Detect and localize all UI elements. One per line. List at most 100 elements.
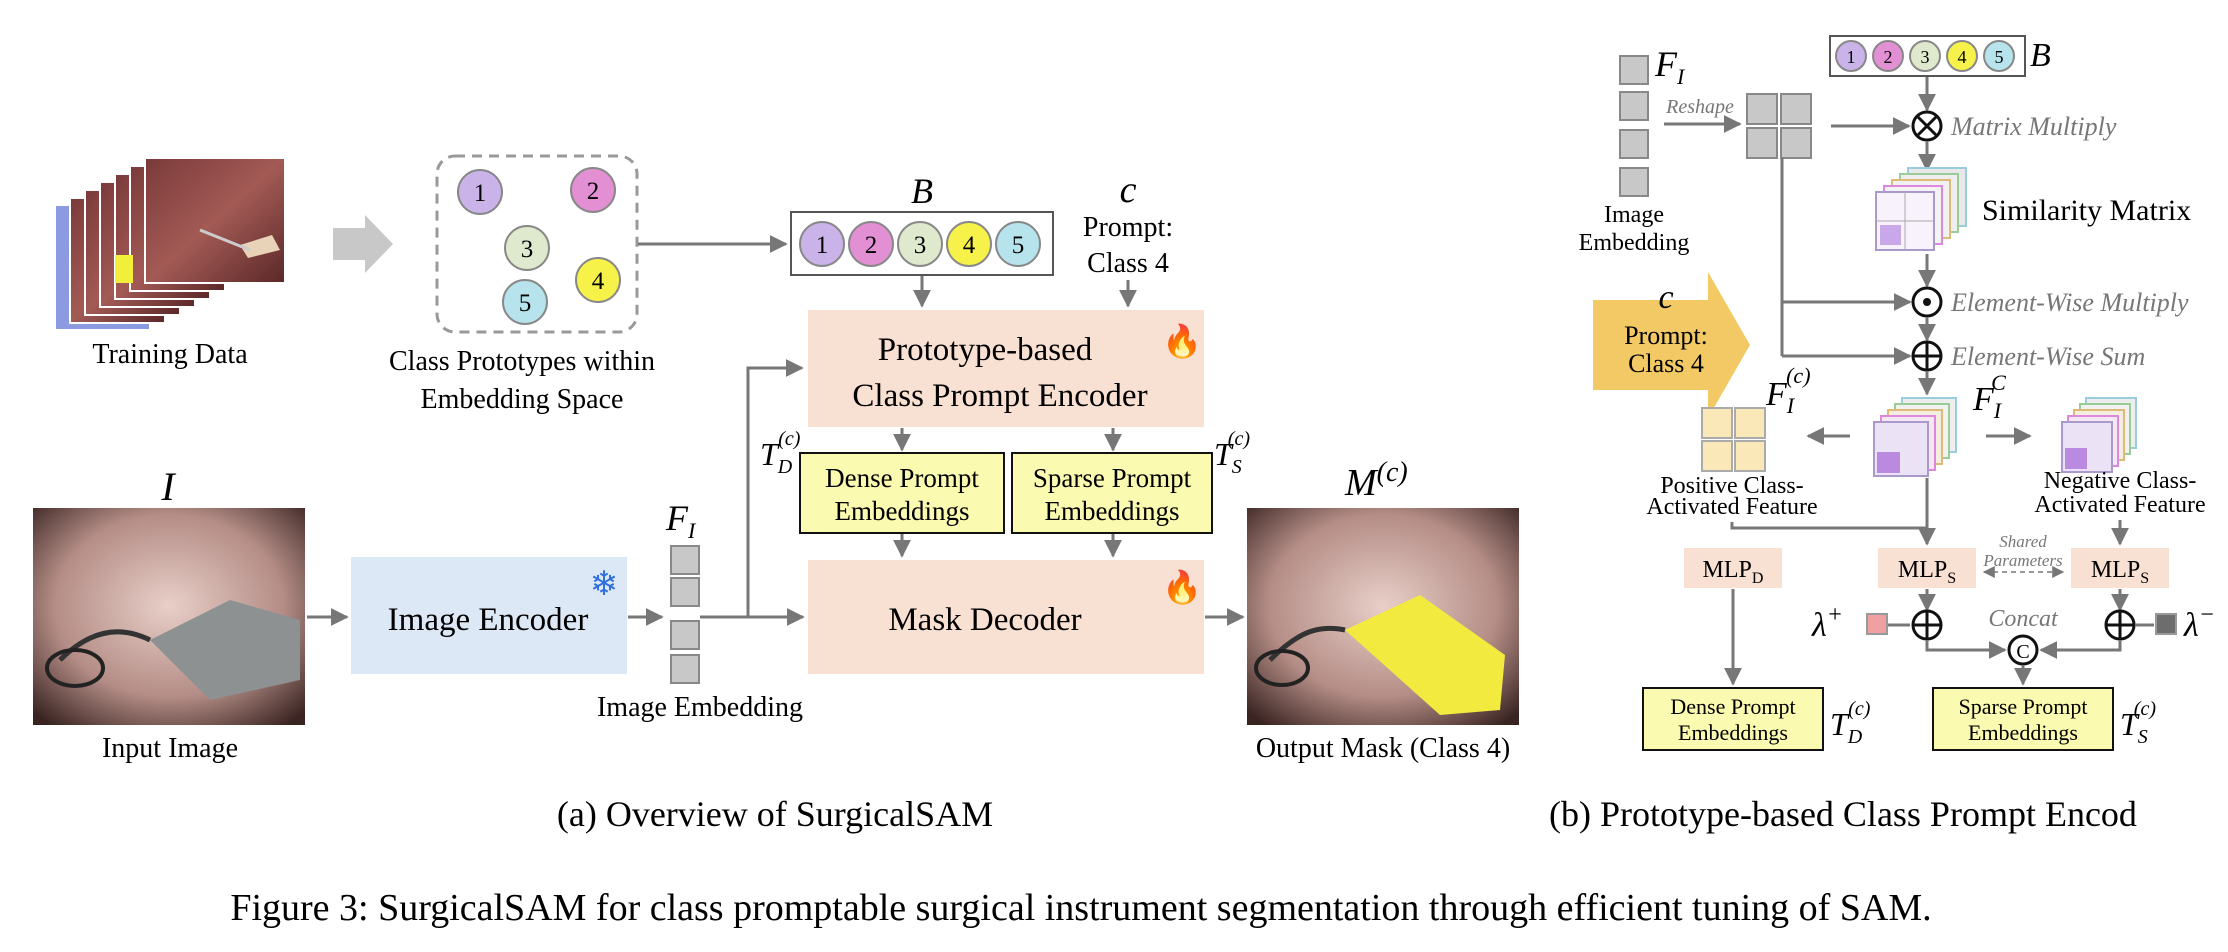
input-image — [33, 508, 305, 725]
prototypes-label-line1: Class Prototypes within — [389, 346, 655, 377]
sparse-b-line1: Sparse Prompt — [1959, 694, 2088, 719]
training-data-label: Training Data — [92, 339, 248, 370]
sparse-line1-a: Sparse Prompt — [1033, 463, 1192, 493]
positive-fi-sup: (c) — [1786, 363, 1810, 388]
fi-sub-b: I — [1676, 64, 1686, 89]
fire-icon-encoder: 🔥 — [1162, 323, 1202, 359]
ts-label-b: TS (c) — [2120, 698, 2156, 748]
negative-label-line1: Negative Class- — [2044, 468, 2197, 494]
td-sub-a: D — [777, 456, 793, 478]
mlp-s-center-text: MLP — [1898, 557, 1947, 583]
bank-5: 5 — [1012, 232, 1025, 259]
bank-b-3: 3 — [1921, 47, 1930, 67]
element-sum-label: Element-Wise Sum — [1950, 342, 2145, 371]
positive-feature-grid — [1701, 407, 1766, 472]
image-encoder-box — [351, 557, 627, 674]
fic-sup: C — [1991, 370, 2006, 395]
mlp-d-sub: D — [1752, 570, 1764, 587]
image-embedding-b-line1: Image — [1604, 202, 1664, 228]
prompt-encoder-line1: Prototype-based — [878, 332, 1093, 368]
caption-panel-a: (a) Overview of SurgicalSAM — [557, 794, 993, 834]
dense-line1-a: Dense Prompt — [825, 463, 979, 493]
mlp-s-center-label: MLPS — [1898, 557, 1956, 587]
bank-b-2: 2 — [1884, 47, 1893, 67]
bank-b-symbol: B — [911, 171, 933, 211]
lambda-plus-sup: + — [1827, 602, 1843, 628]
c-symbol: c — [1120, 169, 1137, 211]
td-symbol-b: T — [1830, 706, 1850, 742]
concat-op-icon: C — [2007, 634, 2039, 666]
mlp-s-box-center — [1878, 548, 1976, 588]
matrix-multiply-label: Matrix Multiply — [1950, 112, 2117, 141]
concat-label: Concat — [1988, 606, 2059, 632]
bank-b-5: 5 — [1995, 47, 2004, 67]
sparse-line2-a: Embeddings — [1045, 496, 1180, 526]
panel-a: Training Data 1 2 3 4 5 Class Prototypes… — [33, 154, 1519, 764]
fi-label-b: FI — [1654, 44, 1686, 89]
mlp-s-right-sub: S — [2140, 570, 2149, 587]
input-symbol: I — [160, 464, 176, 509]
positive-label-line2: Activated Feature — [1646, 494, 1817, 520]
lambda-plus-symbol: λ — [1811, 607, 1827, 644]
image-encoder-label: Image Encoder — [388, 602, 589, 638]
plus-op-right-icon — [2104, 609, 2136, 641]
arrow-plus-left-to-concat — [1925, 640, 2007, 659]
arrow-plus-right-to-concat — [2039, 640, 2122, 659]
element-multiply-label: Element-Wise Multiply — [1950, 288, 2189, 317]
mlp-d-label: MLPD — [1703, 557, 1764, 587]
ts-symbol-b: T — [2120, 706, 2140, 742]
fic-label: FIC — [1972, 370, 2006, 423]
positive-fi-sub: I — [1786, 393, 1796, 418]
prompt-encoder-box — [808, 310, 1204, 427]
input-image-label: Input Image — [102, 733, 238, 764]
bank-circles-b: 1 2 3 4 5 — [1835, 40, 2015, 72]
td-label-a: TD (c) — [760, 428, 801, 478]
bank-3: 3 — [914, 232, 927, 259]
bank-circles: 1 2 3 4 5 — [799, 221, 1041, 267]
fic-sub: I — [1993, 398, 2003, 423]
element-multiply-op-icon — [1911, 286, 1943, 318]
prompt-b-line1: Prompt: — [1624, 321, 1708, 350]
bank-1: 1 — [816, 232, 829, 259]
ts-sup-a: (c) — [1228, 428, 1251, 450]
fi-label-a: FI — [665, 498, 697, 543]
sparse-embeddings-box-b — [1932, 687, 2114, 751]
fi-sub-a: I — [687, 518, 697, 543]
lambda-minus-swatch — [2155, 613, 2177, 635]
negative-label-line2: Activated Feature — [2034, 492, 2205, 518]
plus-op-left-icon — [1911, 609, 1943, 641]
ts-label-a: TS (c) — [1214, 428, 1250, 478]
positive-fi-label: FI (c) — [1765, 363, 1811, 418]
lambda-minus-sup: − — [2199, 602, 2215, 628]
bank-b-4: 4 — [1958, 47, 1967, 67]
mask-decoder-label: Mask Decoder — [888, 602, 1081, 638]
image-embedding-stack-a — [670, 545, 700, 684]
prototype-space-box — [435, 154, 639, 334]
shared-line1: Shared — [1999, 532, 2047, 551]
mlp-s-box-right — [2071, 548, 2169, 588]
td-label-b: TD (c) — [1830, 698, 1871, 748]
td-sup-a: (c) — [778, 428, 801, 450]
prompt-line1: Prompt: — [1083, 212, 1173, 243]
mlp-d-text: MLP — [1703, 557, 1752, 583]
fi-symbol-a: F — [665, 498, 689, 538]
reshaped-grid — [1746, 93, 1812, 159]
gray-flow-arrow — [333, 215, 393, 273]
shared-line2: Parameters — [1982, 551, 2063, 570]
sparse-embeddings-box-a — [1011, 452, 1213, 534]
mask-symbol: M — [1344, 462, 1379, 504]
image-embedding-stack-b — [1619, 55, 1649, 197]
negative-feature-stack — [2061, 397, 2137, 473]
bank-4: 4 — [963, 232, 976, 259]
lambda-minus-label: λ− — [2183, 602, 2215, 644]
td-sup-b: (c) — [1848, 698, 1871, 720]
output-image — [1247, 508, 1519, 725]
element-sum-op-icon — [1911, 340, 1943, 372]
bank-b-symbol: B — [2030, 37, 2051, 74]
ts-sub-a: S — [1232, 456, 1242, 478]
fire-icon-decoder: 🔥 — [1162, 569, 1202, 605]
prototype-1: 1 — [474, 180, 487, 207]
prototypes-label-line2: Embedding Space — [421, 384, 624, 415]
bank-2: 2 — [865, 232, 878, 259]
